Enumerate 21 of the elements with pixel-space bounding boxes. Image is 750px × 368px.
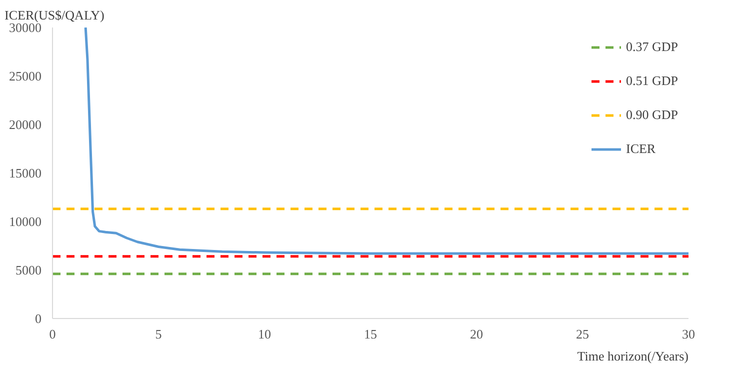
- x-axis-title: Time horizon(/Years): [577, 348, 689, 364]
- y-tick-label: 10000: [9, 214, 42, 229]
- y-tick-label: 15000: [9, 166, 42, 180]
- legend-label: 0.37 GDP: [626, 39, 678, 55]
- legend-label: 0.51 GDP: [626, 73, 678, 89]
- y-tick-label: 20000: [9, 117, 42, 132]
- x-tick-label: 15: [364, 326, 377, 342]
- y-tick-label: 0: [35, 311, 42, 326]
- x-tick-label: 30: [682, 326, 695, 342]
- y-axis-title: ICER(US$/QALY): [4, 8, 104, 22]
- x-tick-label: 10: [258, 326, 271, 342]
- legend-label: ICER: [626, 141, 656, 157]
- y-tick-label: 5000: [16, 262, 42, 278]
- x-tick-label: 20: [470, 326, 483, 342]
- x-tick-label: 5: [155, 326, 162, 342]
- line-series: [84, 28, 688, 255]
- y-tick-label: 30000: [9, 20, 42, 35]
- x-tick-label: 0: [49, 326, 56, 342]
- x-tick-label: 25: [576, 326, 589, 342]
- legend-label: 0.90 GDP: [626, 107, 678, 123]
- y-tick-label: 25000: [9, 68, 42, 84]
